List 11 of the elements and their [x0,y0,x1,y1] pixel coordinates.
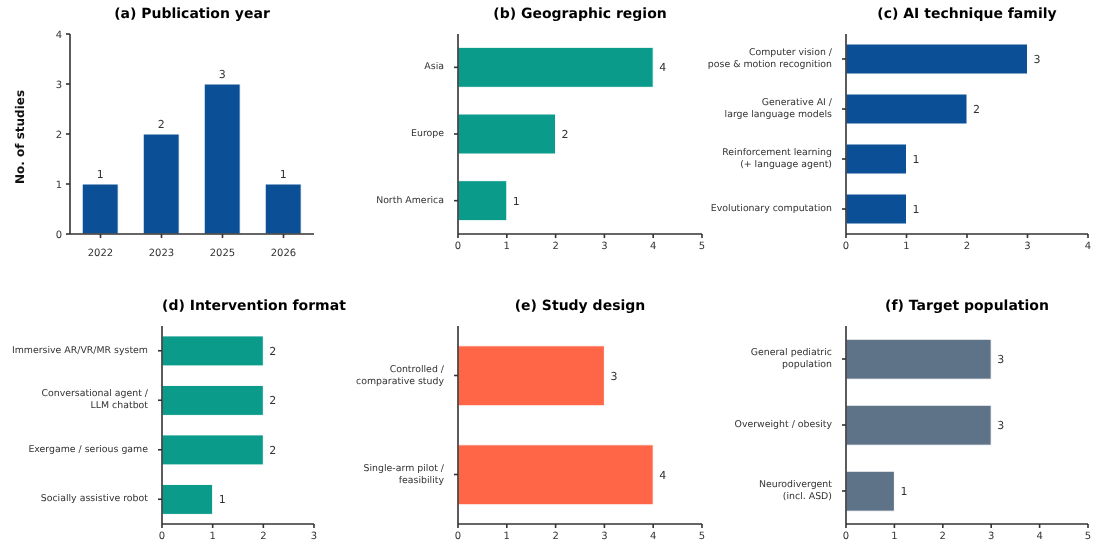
bar [81,183,119,234]
bar [458,46,654,88]
bar [846,143,907,175]
bar [458,180,508,222]
bar [458,113,557,155]
bar [846,93,968,125]
bar [142,133,180,234]
bar [846,193,907,225]
bar [264,183,302,234]
bar [846,43,1028,75]
bar [203,83,241,234]
